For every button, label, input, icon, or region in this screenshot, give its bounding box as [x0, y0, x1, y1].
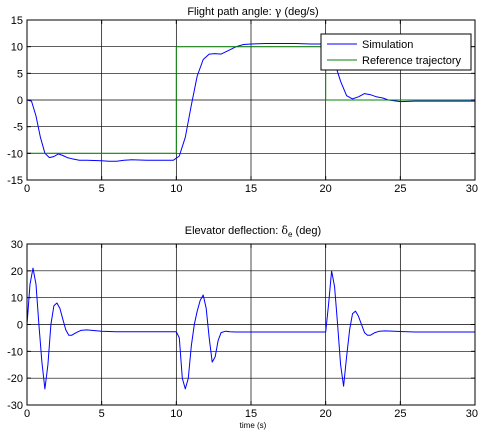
legend-label-reference: Reference trajectory [362, 55, 462, 67]
y-tick-label: -15 [7, 175, 23, 187]
elevator-deflection-plot: Elevator deflection: δe (deg) 0 5 10 15 20 25… [7, 224, 478, 430]
y-tick-label: -10 [7, 148, 23, 160]
y-tick-label: -30 [7, 400, 23, 412]
series-simulation [26, 43, 475, 162]
x-tick-label: 30 [466, 183, 478, 195]
x-tick-label: 25 [394, 408, 406, 420]
x-tick-label: 0 [24, 408, 30, 420]
y-tick-label: 10 [11, 293, 23, 305]
x-tick-label: 30 [466, 408, 478, 420]
y-tick-label: -5 [13, 122, 23, 134]
y-tick-label: 15 [11, 15, 23, 27]
series-reference-trajectory [27, 46, 475, 154]
x-tick-labels: 0 5 10 15 20 25 30 [24, 408, 478, 420]
chart-title: Flight path angle: γ (deg/s) [187, 5, 318, 18]
x-tick-label: 0 [24, 183, 30, 195]
chart-title: Elevator deflection: δe (deg) [185, 224, 321, 239]
y-tick-label: 0 [17, 320, 23, 332]
series-0 [26, 267, 475, 390]
y-tick-label: 5 [17, 68, 23, 80]
y-tick-label: -20 [7, 373, 23, 385]
x-tick-label: 25 [394, 183, 406, 195]
y-tick-labels: -30 -20 -10 0 10 20 30 [7, 239, 23, 412]
grid [27, 244, 475, 405]
flight-path-angle-plot: Flight path angle: γ (deg/s) 0 5 10 15 20 25 3… [7, 5, 478, 195]
y-tick-label: -10 [7, 346, 23, 358]
y-tick-label: 0 [17, 95, 23, 107]
series-group [26, 43, 475, 162]
x-tick-label: 15 [245, 408, 257, 420]
x-tick-label: 10 [170, 183, 182, 195]
y-tick-labels: -15 -10 -5 0 5 10 15 [7, 15, 23, 187]
legend-box [320, 33, 472, 71]
x-tick-label: 15 [245, 183, 257, 195]
y-tick-label: 30 [11, 239, 23, 251]
series-group [26, 267, 475, 390]
tick-marks [26, 19, 476, 181]
x-axis-label: time (s) [240, 421, 267, 430]
x-tick-label: 5 [99, 408, 105, 420]
x-tick-label: 5 [99, 183, 105, 195]
legend: Simulation Reference trajectory [320, 33, 472, 71]
x-tick-label: 10 [170, 408, 182, 420]
y-tick-label: 20 [11, 266, 23, 278]
legend-label-simulation: Simulation [362, 39, 413, 51]
x-tick-labels: 0 5 10 15 20 25 30 [24, 183, 478, 195]
y-tick-label: 10 [11, 42, 23, 54]
x-tick-label: 20 [320, 408, 332, 420]
x-tick-label: 20 [320, 183, 332, 195]
tick-marks [26, 243, 476, 406]
